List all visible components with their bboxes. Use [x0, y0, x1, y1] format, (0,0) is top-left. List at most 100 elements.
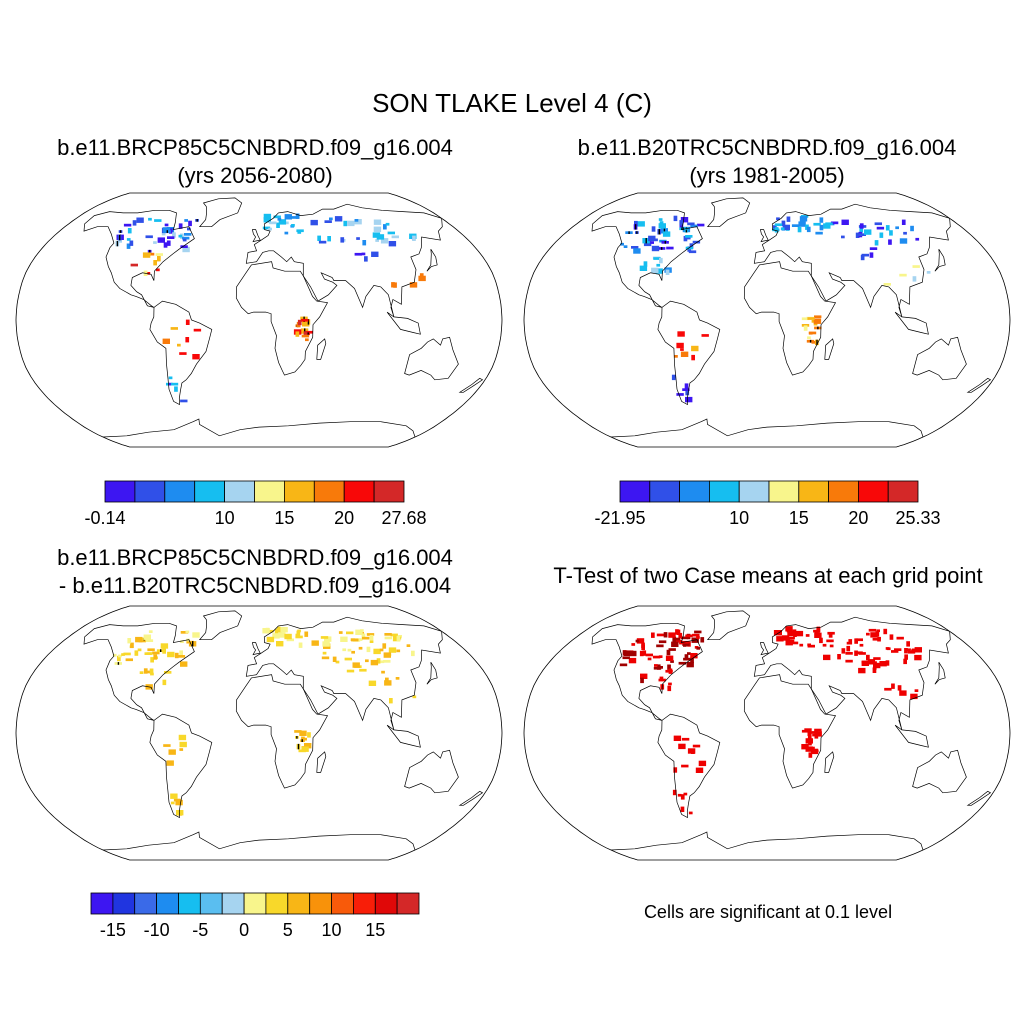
coastline-japan — [426, 249, 438, 272]
grid-cell-canada — [135, 636, 143, 643]
grid-cell-russia — [813, 629, 817, 633]
grid-cell-russia — [383, 660, 391, 663]
grid-cell-outline — [664, 241, 666, 244]
grid-cell-russia — [369, 640, 374, 643]
grid-cell-us-east — [146, 272, 151, 275]
colorbar-tick-label: 20 — [334, 508, 354, 528]
grid-cell-russia — [387, 231, 395, 235]
colorbar-box — [90, 892, 114, 915]
grid-cell-russia — [870, 632, 878, 638]
coastlines — [83, 610, 484, 851]
coastline-antarctica — [102, 831, 416, 851]
grid-cell-scandinavia — [284, 633, 292, 640]
grid-cell-south-america — [179, 741, 187, 748]
grid-cell-central-asia — [361, 252, 366, 256]
grid-cell-scandinavia — [278, 219, 287, 225]
grid-cell-asia-south — [389, 698, 393, 704]
grid-cell-scandinavia — [274, 628, 283, 635]
grid-cell-canada — [690, 657, 694, 664]
grid-cell-canada — [666, 649, 671, 656]
grid-cell-canada — [680, 636, 689, 640]
grid-cell-canada — [640, 652, 644, 656]
grid-cell-east-africa — [303, 737, 307, 741]
coastline-australia — [912, 336, 967, 381]
grid-cell-canada — [685, 235, 693, 238]
grid-cell-canada — [167, 651, 175, 658]
grid-cell-canada — [154, 219, 162, 222]
colorbar-box — [679, 480, 710, 503]
grid-cell-south-america — [185, 319, 190, 325]
grid-cell-patagonia — [671, 374, 676, 381]
colorbar-tick-label: -21.95 — [594, 508, 645, 528]
grid-cell-canada — [647, 657, 652, 661]
grid-cell-russia — [355, 629, 363, 635]
grid-cell-canada — [153, 241, 157, 244]
grid-cell-russia — [815, 231, 823, 235]
grid-cell-outline — [628, 231, 630, 234]
coastline-greenland — [198, 610, 243, 641]
grid-cell-outline — [658, 229, 660, 235]
grid-cell-central-asia — [879, 661, 887, 667]
panel-3-title-line2: - b.e11.B20TRC5CNBDRD.f09_g16.004 — [58, 573, 452, 598]
grid-cell-east-africa — [305, 338, 309, 342]
grid-cell-canada — [636, 638, 645, 644]
coastline-indonesia — [386, 724, 421, 748]
coastline-north-america — [591, 209, 703, 308]
coastline-madagascar — [316, 338, 327, 360]
grid-cell-canada — [160, 643, 169, 649]
coastline-madagascar — [824, 751, 835, 773]
grid-cell-canada — [683, 235, 688, 242]
grid-cell-canada — [137, 648, 142, 652]
grid-cell-scandinavia — [806, 226, 811, 233]
grid-cell-scandinavia — [273, 215, 281, 219]
colorbar-box — [649, 480, 680, 503]
grid-cell-canada — [179, 650, 183, 656]
colorbar-tick-label: -5 — [192, 920, 208, 940]
grid-cell-russia — [867, 659, 876, 665]
grid-cell-russia — [324, 636, 332, 642]
grid-cell-russia — [816, 626, 821, 632]
colorbar-tick-label: 25.33 — [895, 508, 940, 528]
grid-cell-central-asia — [376, 658, 381, 664]
grid-cell-canada — [662, 231, 671, 237]
grid-cell-canada — [157, 237, 165, 243]
grid-cell-east-africa — [808, 742, 812, 746]
grid-cell-east-africa — [805, 738, 813, 744]
colorbar-box — [221, 892, 245, 915]
grid-cell-russia — [343, 220, 348, 227]
grid-cell-scandinavia — [298, 642, 303, 648]
grid-cell-russia — [873, 657, 881, 660]
grid-cell-canada — [130, 642, 134, 648]
grid-cell-outline — [196, 219, 198, 222]
grid-cell-scandinavia — [787, 636, 795, 640]
grid-cell-russia — [899, 238, 908, 244]
grid-cell-canada — [651, 632, 655, 638]
coastline-madagascar — [824, 338, 835, 360]
grid-cell-east-africa — [814, 728, 822, 732]
grid-cell-canada — [129, 240, 134, 246]
grid-cell-russia — [369, 634, 374, 641]
grid-cell-scandinavia — [295, 213, 300, 219]
grid-cell-outline — [116, 240, 119, 247]
grid-cell-russia — [858, 233, 866, 236]
grid-cell-central-asia — [858, 667, 866, 674]
grid-cell-scandinavia — [276, 641, 284, 647]
grid-cell-us-east — [640, 673, 648, 679]
grid-cell-russia — [874, 222, 882, 226]
grid-cell-scandinavia — [297, 231, 302, 234]
grid-cell-asia-south — [912, 276, 917, 282]
colorbar-tick-label: 27.68 — [381, 508, 426, 528]
grid-cell-scandinavia — [291, 224, 295, 227]
grid-cell-patagonia — [174, 386, 178, 392]
grid-cell-patagonia — [685, 389, 690, 396]
grid-cell-east-africa — [801, 744, 809, 750]
grid-cell-canada — [668, 632, 676, 638]
grid-cell-east-africa — [299, 730, 307, 736]
grid-cell-russia — [311, 640, 319, 646]
grid-cell-russia — [901, 219, 906, 225]
colorbar-box — [331, 892, 354, 915]
coastline-antarctica — [102, 418, 416, 438]
coastline-greenland — [706, 197, 751, 228]
grid-cell-outline — [301, 739, 303, 742]
